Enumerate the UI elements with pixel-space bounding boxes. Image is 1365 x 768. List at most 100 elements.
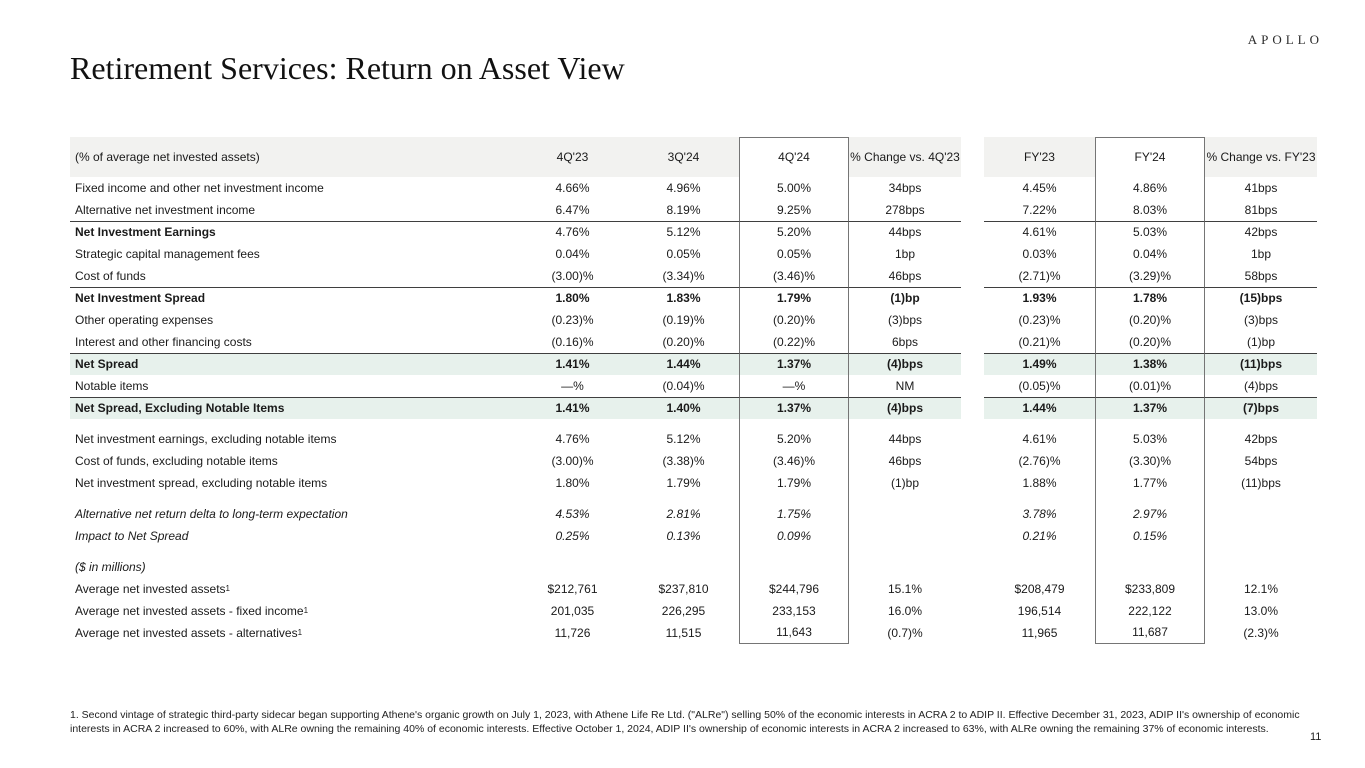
cell-value [1205, 525, 1317, 547]
column-group-gap [961, 578, 984, 600]
cell-value: (0.19)% [662, 312, 705, 327]
table-row: Fixed income and other net investment in… [70, 177, 1317, 199]
column-group-gap [961, 243, 984, 265]
cell-value [739, 556, 849, 578]
cell-value: (0.7)% [887, 625, 923, 640]
cell-value [739, 419, 849, 428]
cell-value [1095, 494, 1205, 503]
cell-value: 4.61% [984, 221, 1095, 243]
table-row: Notable items —% (0.04)% —% NM (0.05)% (0.01)%… [70, 375, 1317, 397]
cell-value: 201,035 [550, 603, 595, 618]
cell-value [1095, 547, 1205, 556]
cell-value [628, 419, 739, 428]
cell-value: 6.47% [555, 202, 590, 217]
column-group-gap [961, 375, 984, 397]
cell-value: 5.12% [666, 431, 701, 446]
cell-value: 12.1% [1243, 581, 1279, 596]
cell-value [984, 419, 1095, 428]
cell-value: 34bps [888, 180, 922, 195]
cell-value: (11)bps [1205, 353, 1317, 375]
row-label: Alternative net investment income [75, 202, 256, 217]
table-row: Net investment spread, excluding notable… [70, 472, 1317, 494]
cell-value [849, 525, 961, 547]
cell-value: 1.75% [739, 503, 849, 525]
cell-value: 1.78% [1095, 287, 1205, 309]
cell-value: 44bps [888, 431, 922, 446]
page-title: Retirement Services: Return on Asset Vie… [70, 50, 625, 86]
column-group-gap [961, 287, 984, 309]
cell-value: 0.09% [739, 525, 849, 547]
cell-value: NM [895, 378, 915, 393]
cell-value: (3)bps [887, 312, 922, 327]
cell-value [849, 419, 961, 428]
cell-value: 2.97% [1095, 503, 1205, 525]
cell-value: (0.23)% [1018, 312, 1061, 327]
cell-value: (4)bps [849, 397, 961, 419]
column-header-fy24: FY'24 [1095, 137, 1205, 177]
cell-value: 5.03% [1095, 221, 1205, 243]
cell-value: 4.66% [555, 180, 590, 195]
row-label: Notable items [75, 378, 149, 393]
cell-value: 1.83% [628, 287, 739, 309]
cell-value: (0.04)% [662, 378, 705, 393]
cell-value: (0.20)% [739, 309, 849, 331]
cell-value: 4.76% [555, 431, 590, 446]
cell-value: 5.20% [739, 428, 849, 450]
column-group-gap [961, 221, 984, 243]
cell-value: 8.03% [1095, 199, 1205, 221]
cell-value [517, 494, 628, 503]
cell-value: 1.38% [1095, 353, 1205, 375]
cell-value [984, 494, 1095, 503]
cell-value: 1.93% [984, 287, 1095, 309]
cell-value: 1.37% [1095, 397, 1205, 419]
cell-value: (1)bp [849, 287, 961, 309]
cell-value: 11,965 [1021, 625, 1058, 640]
cell-value: 7.22% [1022, 202, 1057, 217]
cell-value: $233,809 [1095, 578, 1205, 600]
cell-value [1205, 494, 1317, 503]
cell-value [1205, 556, 1317, 578]
cell-value: 0.21% [1022, 528, 1057, 543]
cell-value: 1.77% [1095, 472, 1205, 494]
cell-value: 1.80% [555, 475, 590, 490]
cell-value: (0.16)% [551, 334, 594, 349]
cell-value: 2.81% [666, 506, 701, 521]
cell-value: 0.04% [555, 246, 590, 261]
cell-value: 44bps [849, 221, 961, 243]
cell-value: 1.79% [739, 287, 849, 309]
cell-value: 42bps [1205, 221, 1317, 243]
cell-value [1205, 547, 1317, 556]
cell-value: 4.61% [1022, 431, 1057, 446]
table-row: Alternative net return delta to long-ter… [70, 503, 1317, 525]
table-row: Net investment earnings, excluding notab… [70, 428, 1317, 450]
cell-value [628, 547, 739, 556]
column-group-gap [961, 472, 984, 494]
cell-value: 9.25% [739, 199, 849, 221]
page-number: 11 [1310, 731, 1322, 743]
table-spacer-row [70, 547, 1317, 556]
cell-value: 1bp [1250, 246, 1272, 261]
cell-value: $212,761 [547, 581, 598, 596]
cell-value [517, 556, 628, 578]
cell-value: (3.00)% [551, 453, 594, 468]
cell-value: (2.71)% [1018, 268, 1061, 283]
cell-value: 0.03% [1022, 246, 1057, 261]
column-group-gap [961, 428, 984, 450]
cell-value: 81bps [1244, 202, 1278, 217]
cell-value: 196,514 [1017, 603, 1062, 618]
column-header-4q23: 4Q'23 [517, 137, 628, 177]
cell-value: (7)bps [1205, 397, 1317, 419]
cell-value: 15.1% [887, 581, 923, 596]
row-label: Alternative net return delta to long-ter… [75, 506, 348, 521]
cell-value [849, 556, 961, 578]
row-label: ($ in millions) [75, 559, 146, 574]
cell-value: 1.44% [628, 353, 739, 375]
row-label [70, 419, 517, 428]
column-group-gap [961, 199, 984, 221]
cell-value: (4)bps [849, 353, 961, 375]
column-group-gap [961, 137, 984, 177]
cell-value: (3.46)% [739, 265, 849, 287]
table-header-row: (% of average net invested assets) 4Q'23… [70, 137, 1317, 177]
cell-value: 278bps [885, 202, 925, 217]
table-row: Other operating expenses (0.23)% (0.19)% (0… [70, 309, 1317, 331]
